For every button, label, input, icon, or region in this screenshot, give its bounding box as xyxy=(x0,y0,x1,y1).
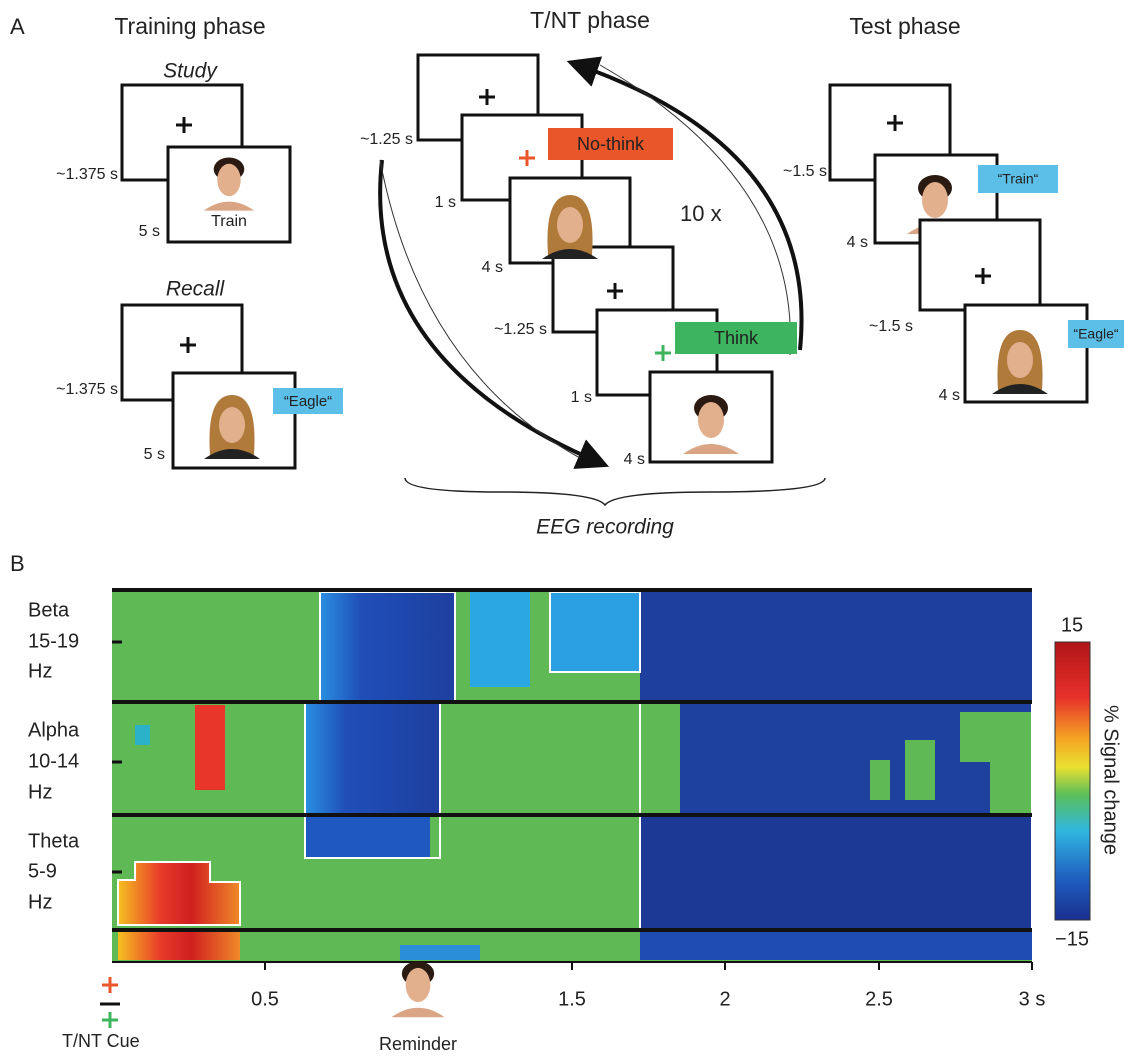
shoulders xyxy=(391,1008,444,1018)
heatmap-region xyxy=(305,702,440,815)
heatmap-region xyxy=(990,760,1032,815)
heatmap-region xyxy=(135,725,150,745)
heatmap-region xyxy=(640,930,1032,960)
figure: A Training phase T/NT phase Test phase Study… xyxy=(0,0,1125,1057)
band-label: 15-19 xyxy=(28,630,79,652)
phase-title: Training phase xyxy=(114,13,265,39)
cue-text: Think xyxy=(714,328,759,348)
reminder-label: Reminder xyxy=(379,1034,457,1054)
fixation-cross xyxy=(102,1012,118,1028)
band-label: Theta xyxy=(28,830,80,852)
time: 4 s xyxy=(624,451,645,468)
face xyxy=(557,207,583,243)
colorbar-title: % Signal change xyxy=(1100,705,1122,855)
heatmap-region xyxy=(195,705,225,790)
band-label: Beta xyxy=(28,599,70,621)
heatmap-region xyxy=(320,592,455,702)
cue-text: No-think xyxy=(577,134,645,154)
brace xyxy=(405,478,825,505)
time: ~1.375 s xyxy=(56,166,118,183)
heatmap-region xyxy=(640,815,1032,930)
time: 4 s xyxy=(939,387,960,404)
heatmap-region xyxy=(905,740,935,800)
screen-frame xyxy=(920,220,1040,310)
phase-title: Test phase xyxy=(849,13,960,39)
cue-text: “Eagle“ xyxy=(1073,326,1118,342)
panel-label: A xyxy=(10,14,25,39)
colorbar xyxy=(1055,642,1090,920)
time: 4 s xyxy=(482,259,503,276)
panel-label: B xyxy=(10,551,25,576)
time: 4 s xyxy=(847,234,868,251)
time-label: 3 s xyxy=(1019,988,1046,1010)
band-label: Hz xyxy=(28,660,52,682)
face xyxy=(217,164,240,196)
heatmap-region xyxy=(118,932,240,960)
time-label: 2 xyxy=(719,988,730,1010)
face xyxy=(922,182,948,218)
band-label: 10-14 xyxy=(28,750,79,772)
time: 5 s xyxy=(144,446,165,463)
step-title: Study xyxy=(163,60,218,83)
time: ~1.25 s xyxy=(494,321,547,338)
cue-label: T/NT Cue xyxy=(62,1031,140,1051)
face xyxy=(219,407,245,443)
time: 5 s xyxy=(139,223,160,240)
band-label: Hz xyxy=(28,781,52,803)
heatmap-region xyxy=(400,945,480,960)
repeat: 10 x xyxy=(680,201,722,226)
time-label: 2.5 xyxy=(865,988,893,1010)
band-label: Alpha xyxy=(28,719,80,741)
cue-text: “Train“ xyxy=(998,171,1039,187)
time: ~1.25 s xyxy=(360,131,413,148)
recording-label: EEG recording xyxy=(536,516,674,539)
colorbar-label: −15 xyxy=(1055,928,1089,950)
face xyxy=(406,968,431,1002)
time-label: 1.5 xyxy=(558,988,586,1010)
face xyxy=(698,402,724,438)
step-title: Recall xyxy=(166,278,226,301)
time: ~1.375 s xyxy=(56,381,118,398)
heatmap-region xyxy=(640,592,1032,702)
time: 1 s xyxy=(571,389,592,406)
word: Train xyxy=(211,213,247,230)
time: ~1.5 s xyxy=(783,163,827,180)
heatmap-region xyxy=(960,712,1032,762)
phase-title: T/NT phase xyxy=(530,7,650,33)
heatmap-region xyxy=(305,815,430,858)
time-label: 0.5 xyxy=(251,988,279,1010)
band-label: Hz xyxy=(28,891,52,913)
heatmap-region xyxy=(870,760,890,800)
colorbar-label: 15 xyxy=(1061,614,1083,636)
cue-text: “Eagle“ xyxy=(284,393,332,410)
face xyxy=(1007,342,1033,378)
time: ~1.5 s xyxy=(869,318,913,335)
heatmap-region xyxy=(470,592,530,687)
time: 1 s xyxy=(435,194,456,211)
band-label: 5-9 xyxy=(28,860,57,882)
fixation-cross xyxy=(102,977,118,993)
heatmap-region xyxy=(550,592,640,672)
